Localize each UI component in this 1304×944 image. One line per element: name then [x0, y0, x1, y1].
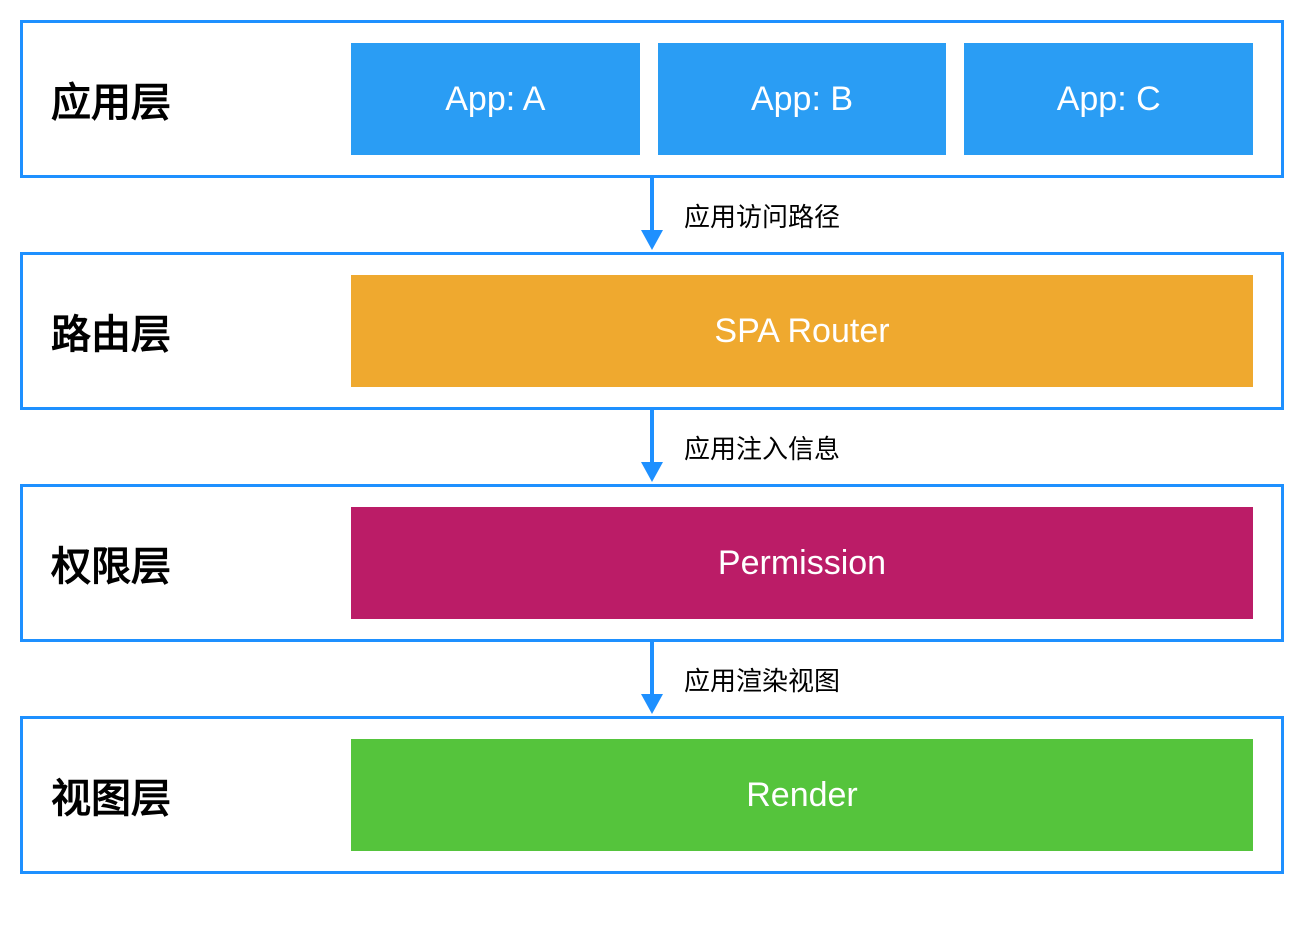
layer-content-application: App: A App: B App: C [351, 43, 1253, 155]
layer-label-router: 路由层 [51, 302, 351, 360]
arrow-2 [638, 410, 666, 484]
layer-label-render: 视图层 [51, 766, 351, 824]
box-app-c: App: C [964, 43, 1253, 155]
layer-content-permission: Permission [351, 507, 1253, 619]
arrow-3 [638, 642, 666, 716]
connector-label-3: 应用渲染视图 [684, 661, 840, 698]
box-app-b: App: B [658, 43, 947, 155]
box-app-a: App: A [351, 43, 640, 155]
layer-render: 视图层 Render [20, 716, 1284, 874]
layer-application: 应用层 App: A App: B App: C [20, 20, 1284, 178]
layer-permission: 权限层 Permission [20, 484, 1284, 642]
layer-label-permission: 权限层 [51, 534, 351, 592]
connector-label-1: 应用访问路径 [684, 197, 840, 234]
architecture-diagram: 应用层 App: A App: B App: C 应用访问路径 路由层 SPA … [20, 20, 1284, 874]
connector-3: 应用渲染视图 [20, 642, 1284, 716]
layer-content-router: SPA Router [351, 275, 1253, 387]
arrow-down-icon [638, 178, 666, 252]
layer-label-application: 应用层 [51, 70, 351, 128]
box-spa-router: SPA Router [351, 275, 1253, 387]
connector-label-2: 应用注入信息 [684, 429, 840, 466]
connector-2: 应用注入信息 [20, 410, 1284, 484]
layer-router: 路由层 SPA Router [20, 252, 1284, 410]
arrow-down-icon [638, 410, 666, 484]
arrow-down-icon [638, 642, 666, 716]
layer-content-render: Render [351, 739, 1253, 851]
arrow-1 [638, 178, 666, 252]
connector-1: 应用访问路径 [20, 178, 1284, 252]
box-render: Render [351, 739, 1253, 851]
box-permission: Permission [351, 507, 1253, 619]
